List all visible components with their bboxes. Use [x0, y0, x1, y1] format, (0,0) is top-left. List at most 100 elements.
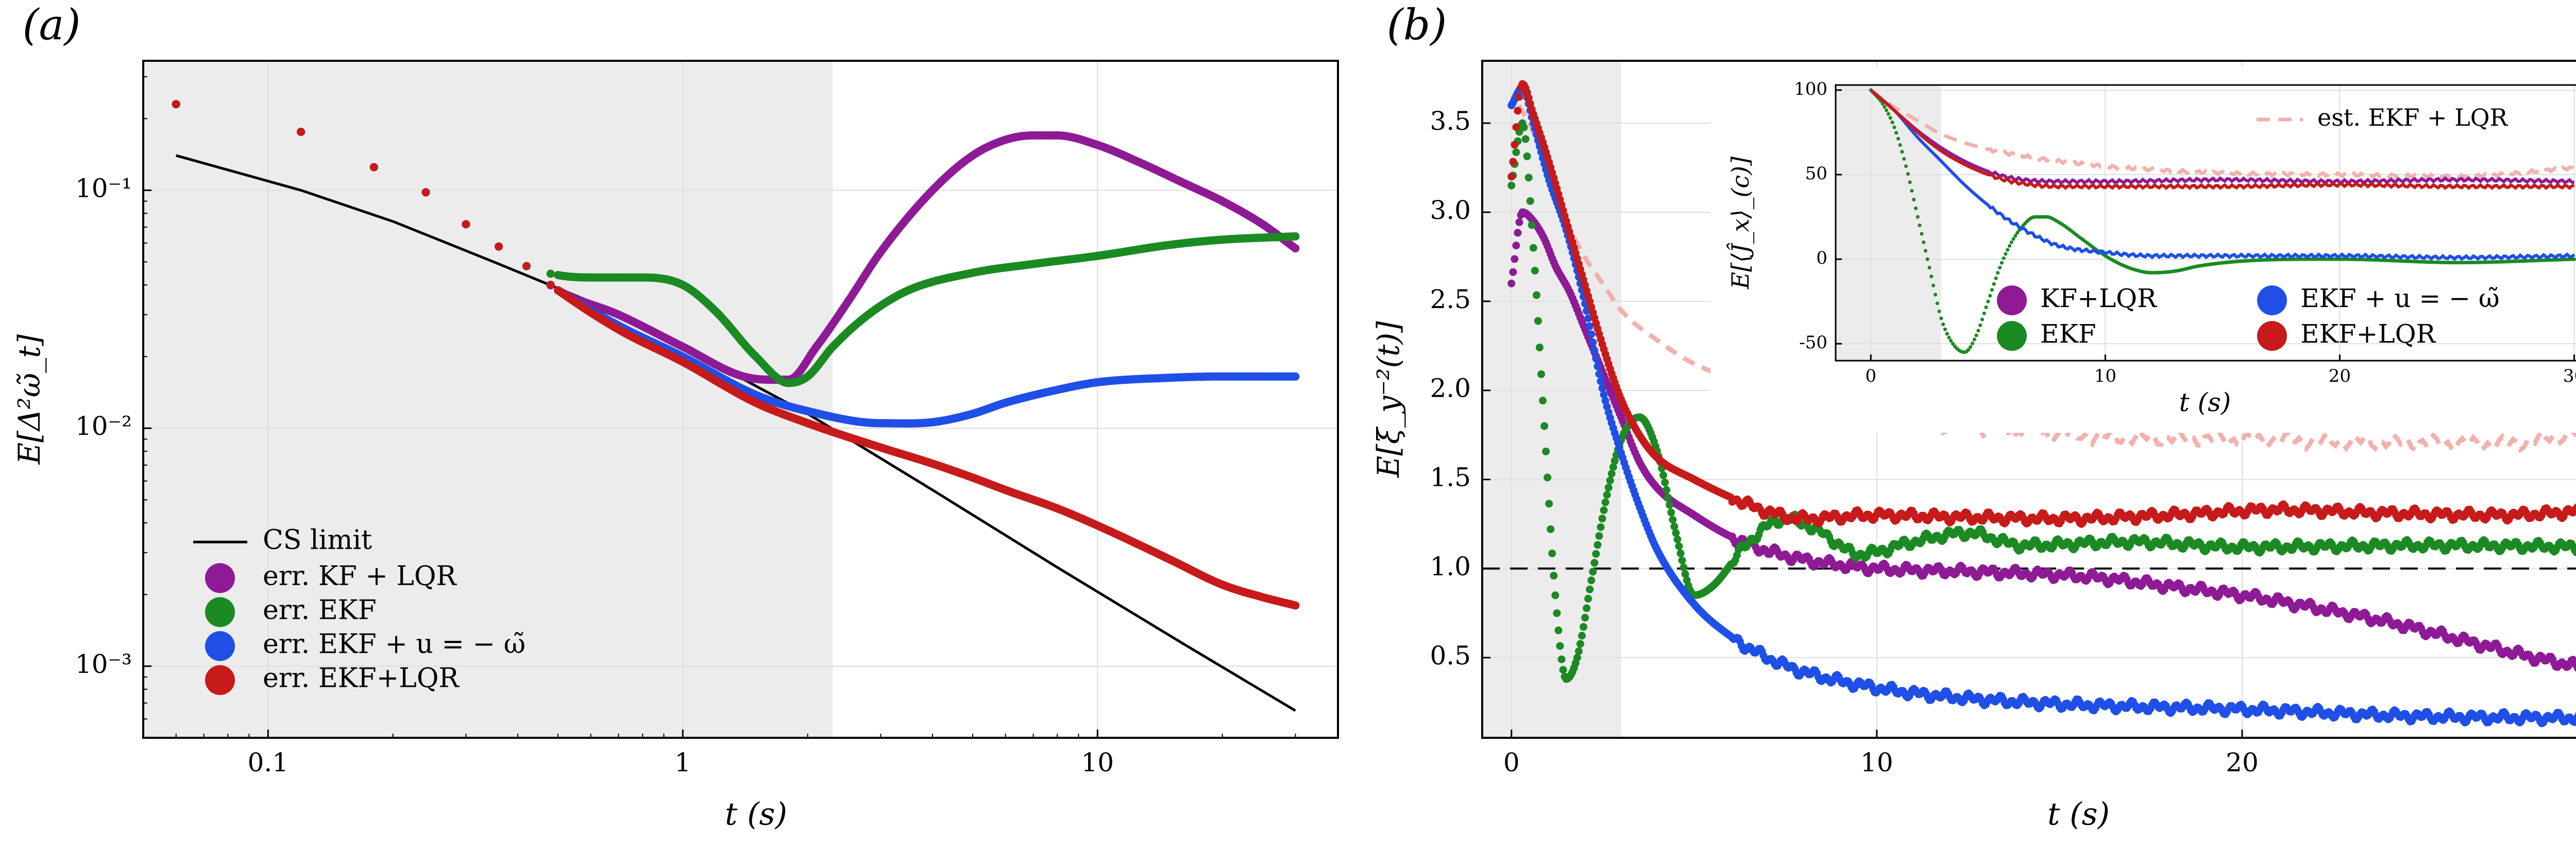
- data-point: [1507, 173, 1516, 181]
- data-point: [1512, 123, 1520, 131]
- plot-frame: [142, 60, 1339, 739]
- data-point: [1512, 148, 1520, 156]
- data-point: [1943, 327, 1947, 331]
- legend-label: err. EKF: [263, 595, 377, 626]
- data-point: [421, 188, 430, 197]
- legend-swatch-dot: [205, 597, 235, 627]
- y-tick-label: 2.0: [1430, 374, 1471, 403]
- data-point: [1523, 152, 1531, 160]
- data-point: [522, 262, 531, 270]
- data-point: [1556, 642, 1564, 650]
- data-point: [1922, 240, 1926, 244]
- data-point: [2009, 240, 2013, 244]
- data-point: [1663, 486, 1671, 494]
- data-point: [1531, 266, 1539, 275]
- data-point: [1291, 244, 1300, 252]
- data-point: [1906, 172, 1910, 176]
- data-point: [1986, 299, 1990, 303]
- data-point: [1908, 180, 1912, 184]
- data-point: [1670, 522, 1679, 531]
- data-point: [1680, 563, 1688, 571]
- data-point: [1507, 181, 1516, 190]
- data-point: [1939, 316, 1943, 320]
- data-point: [1592, 354, 1600, 363]
- data-point: [1933, 293, 1937, 297]
- y-tick-label: 1.5: [1430, 463, 1471, 493]
- data-point: [1603, 490, 1611, 499]
- data-point: [1600, 506, 1608, 514]
- data-point: [1573, 653, 1581, 662]
- data-point: [1678, 556, 1686, 565]
- data-point: [1886, 112, 1890, 116]
- data-point: [2011, 237, 2015, 241]
- y-tick-label: 0: [1816, 248, 1827, 268]
- y-tick-label: 10⁻³: [75, 649, 132, 679]
- data-point: [1576, 640, 1584, 648]
- data-point: [1594, 541, 1602, 549]
- data-point: [1590, 346, 1599, 354]
- data-point: [1587, 330, 1596, 339]
- x-tick-label: 1: [674, 748, 691, 777]
- series-4: [172, 100, 1300, 610]
- y-tick-label: 100: [1794, 79, 1827, 99]
- data-point: [1580, 623, 1587, 631]
- data-point: [1974, 333, 1978, 337]
- data-point: [1883, 105, 1887, 109]
- data-point: [1947, 335, 1951, 340]
- data-point: [1894, 131, 1899, 135]
- data-point: [1578, 632, 1586, 640]
- data-point: [2002, 256, 2006, 260]
- data-point: [1511, 141, 1519, 149]
- series-2: [172, 100, 1300, 387]
- data-point: [1507, 279, 1516, 287]
- data-point: [1594, 362, 1602, 370]
- data-point: [1931, 283, 1936, 287]
- x-tick-label: 0: [1503, 748, 1520, 777]
- data-point: [1520, 123, 1528, 131]
- data-point: [462, 220, 470, 229]
- data-point: [1941, 322, 1945, 327]
- data-point: [1661, 478, 1669, 486]
- data-point: [1913, 206, 1918, 210]
- data-point: [1967, 348, 1971, 352]
- panel-label: (b): [1387, 1, 1447, 50]
- data-point: [1540, 422, 1549, 430]
- data-point: [369, 163, 378, 172]
- x-tick-label: 10: [2094, 366, 2116, 386]
- data-point: [1589, 568, 1597, 576]
- data-point: [1681, 570, 1689, 578]
- y-tick-label: 3.5: [1430, 106, 1471, 136]
- data-point: [495, 242, 503, 251]
- data-point: [1664, 494, 1672, 501]
- series-line-est-ekf-lqr: [1517, 104, 2576, 454]
- data-point: [1597, 377, 1605, 385]
- data-point: [1935, 301, 1939, 306]
- data-point: [1548, 549, 1556, 557]
- data-point: [1892, 125, 1896, 129]
- data-point: [1888, 116, 1892, 120]
- data-point: [1509, 268, 1517, 276]
- data-point: [546, 269, 555, 278]
- data-point: [1547, 525, 1555, 533]
- x-tick-label: 0: [1865, 366, 1876, 386]
- data-point: [2004, 252, 2008, 256]
- data-point: [2573, 548, 2576, 555]
- y-tick-label: 3.0: [1430, 195, 1471, 225]
- data-point: [1291, 601, 1300, 610]
- data-point: [1592, 550, 1600, 558]
- data-point: [1990, 288, 1994, 292]
- panel-b: 01020300.51.01.52.02.53.03.5(b)t (s)E[ξ_…: [1371, 1, 2576, 833]
- data-point: [1673, 535, 1682, 544]
- data-point: [1514, 107, 1522, 115]
- data-point: [1291, 372, 1300, 381]
- legend-label: err. KF + LQR: [263, 561, 457, 592]
- data-point: [1584, 595, 1592, 603]
- data-point: [2015, 231, 2020, 235]
- data-point: [1994, 276, 1998, 280]
- data-point: [1992, 282, 1996, 286]
- y-tick-label: 2.5: [1430, 284, 1471, 314]
- data-point: [1659, 471, 1667, 479]
- data-point: [1606, 477, 1614, 485]
